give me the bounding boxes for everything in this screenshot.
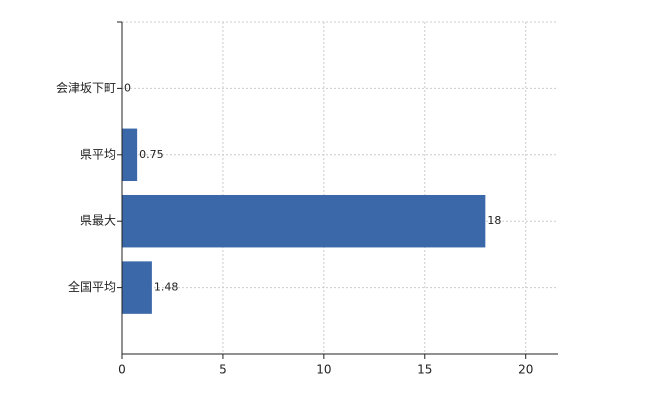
value-label: 1.48	[154, 281, 179, 294]
bar	[122, 194, 486, 248]
x-tick-label: 15	[417, 363, 432, 377]
y-tick-label: 県最大	[80, 214, 116, 228]
value-label: 0.75	[139, 148, 164, 161]
bar	[122, 128, 138, 182]
x-tick-label: 0	[118, 363, 126, 377]
x-tick-label: 20	[518, 363, 533, 377]
value-label: 0	[124, 81, 131, 94]
x-tick-label: 5	[219, 363, 227, 377]
value-label: 18	[487, 214, 501, 227]
y-tick-label: 全国平均	[68, 279, 116, 294]
y-tick-label: 会津坂下町	[56, 81, 116, 95]
bar	[122, 261, 152, 314]
x-tick-label: 10	[316, 363, 331, 377]
y-tick-label: 県平均	[80, 147, 116, 161]
